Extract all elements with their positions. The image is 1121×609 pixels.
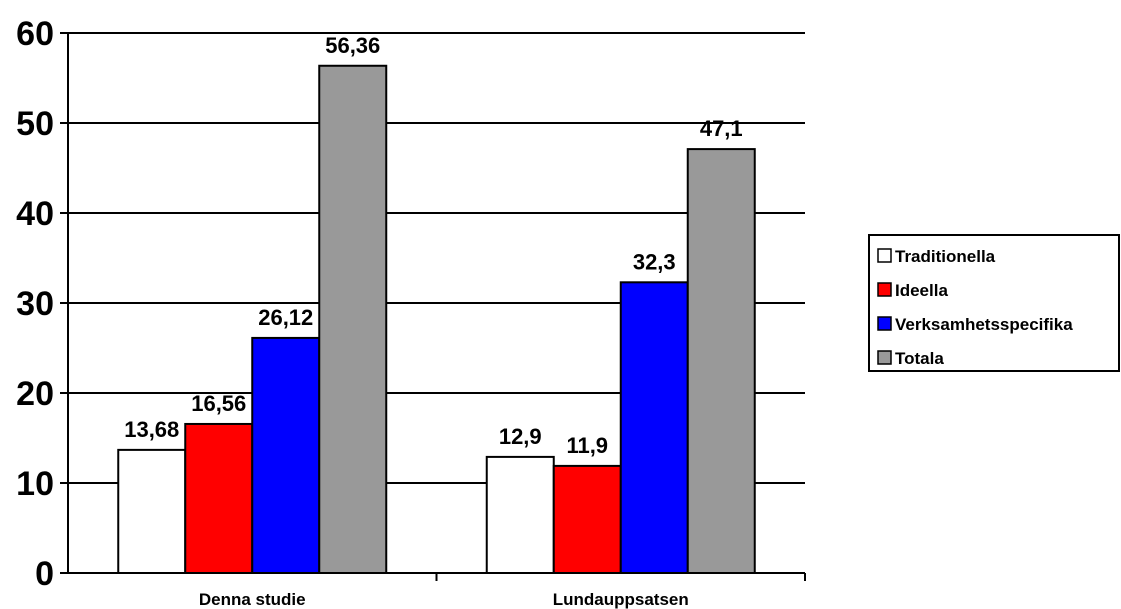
bar-verksamhetsspecifika [619, 281, 689, 574]
legend-swatch [877, 316, 892, 331]
legend-label: Ideella [895, 281, 948, 300]
bar-traditionella [485, 455, 555, 574]
x-category-label: Lundauppsatsen [553, 590, 689, 609]
legend: Traditionella Ideella Verksamhetsspecifika… [868, 234, 1120, 372]
y-tick-label: 10 [16, 465, 54, 503]
y-tick-label: 30 [16, 285, 54, 323]
data-label: 16,56 [191, 391, 246, 416]
y-tick-labels: 0 10 20 30 40 50 60 [16, 15, 54, 593]
legend-swatch [877, 282, 892, 297]
legend-swatch [877, 248, 892, 263]
legend-label: Traditionella [895, 247, 996, 266]
y-tick-label: 20 [16, 375, 54, 413]
bar-verksamhetsspecifika [251, 336, 321, 575]
data-label: 12,9 [499, 424, 542, 449]
bar-traditionella [117, 448, 187, 575]
data-label: 47,1 [700, 116, 743, 141]
bars [117, 64, 756, 575]
y-tick-label: 0 [35, 555, 54, 593]
legend-swatch [877, 350, 892, 365]
data-label: 13,68 [124, 417, 179, 442]
bar-ideella [184, 422, 254, 574]
x-category-labels: Denna studie Lundauppsatsen [199, 590, 689, 609]
legend-box [868, 234, 1120, 372]
x-category-label: Denna studie [199, 590, 306, 609]
legend-label: Totala [895, 349, 944, 368]
y-tick-label: 60 [16, 15, 54, 53]
bar-totala [686, 148, 756, 574]
data-label: 26,12 [258, 305, 313, 330]
data-labels: 13,68 16,56 26,12 56,36 12,9 11,9 32,3 47,1 [124, 33, 742, 458]
legend-label: Verksamhetsspecifika [895, 315, 1073, 334]
data-label: 11,9 [566, 433, 608, 458]
y-tick-label: 40 [16, 195, 54, 233]
data-label: 56,36 [325, 33, 380, 58]
axes [60, 32, 806, 581]
bar-ideella [552, 464, 622, 574]
y-tick-label: 50 [16, 105, 54, 143]
bar-totala [318, 64, 388, 574]
data-label: 32,3 [633, 249, 676, 274]
